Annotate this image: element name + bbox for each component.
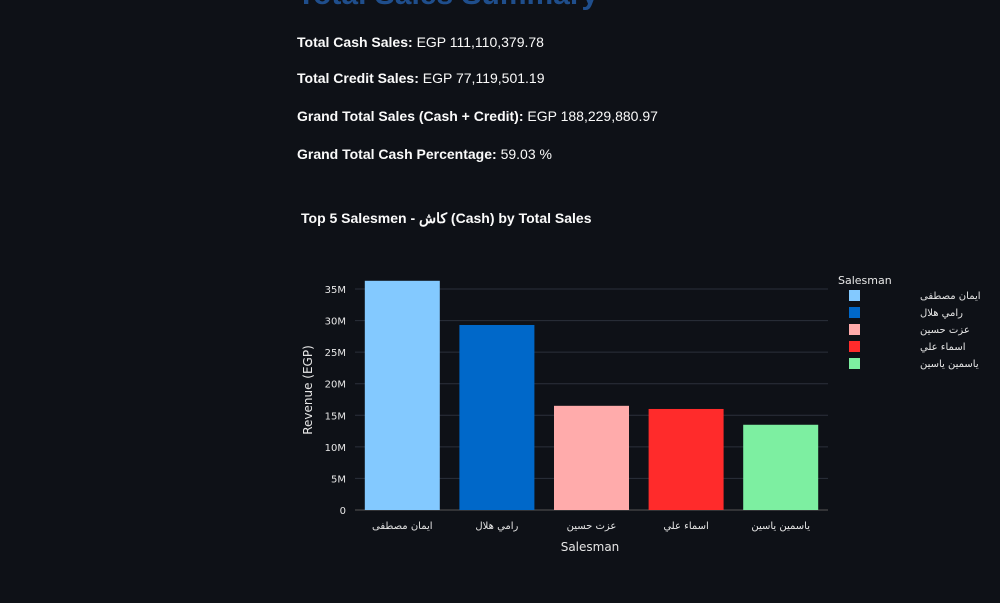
chart-title: Top 5 Salesmen - كاش (Cash) by Total Sal… — [301, 210, 592, 226]
legend-item: ياسمين ياسين — [920, 359, 979, 370]
x-tick-label: اسماء علي — [663, 521, 708, 532]
bar — [743, 424, 819, 510]
stat-label: Total Cash Sales: — [297, 34, 413, 50]
legend-item: رامي هلال — [920, 308, 963, 319]
x-tick-label: ياسمين ياسين — [751, 521, 810, 532]
page-title: Total Sales Summary — [297, 0, 598, 12]
y-tick-label: 10M — [325, 443, 346, 454]
stat-value: EGP 77,119,501.19 — [422, 70, 545, 86]
legend-title: Salesman — [838, 274, 892, 287]
stat-label: Grand Total Sales (Cash + Credit): — [297, 108, 524, 124]
legend-swatch — [849, 290, 860, 301]
bar — [554, 405, 629, 510]
legend-swatch — [849, 324, 860, 335]
cash-percentage: Grand Total Cash Percentage: 59.03 % — [297, 146, 552, 162]
x-tick-label: عزت حسين — [567, 521, 617, 532]
x-tick-label: رامي هلال — [475, 521, 518, 532]
y-tick-label: 30M — [325, 317, 346, 328]
stat-value: EGP 111,110,379.78 — [416, 34, 544, 50]
bar — [648, 408, 724, 510]
y-tick-label: 20M — [325, 380, 346, 391]
total-cash-sales: Total Cash Sales: EGP 111,110,379.78 — [297, 34, 544, 50]
y-tick-label: 15M — [325, 411, 346, 422]
y-tick-label: 5M — [331, 474, 346, 485]
y-tick-label: 25M — [325, 348, 346, 359]
stat-label: Grand Total Cash Percentage: — [297, 146, 497, 162]
stat-value: 59.03 % — [500, 146, 552, 162]
x-axis-label: Salesman — [561, 540, 620, 554]
legend-item: اسماء علي — [920, 342, 965, 353]
legend-swatch — [849, 341, 860, 352]
stat-value: EGP 188,229,880.97 — [527, 108, 658, 124]
y-tick-label: 35M — [325, 285, 346, 296]
legend-item: ايمان مصطفى — [920, 291, 981, 302]
bar — [459, 324, 535, 510]
legend-item: عزت حسين — [920, 325, 970, 336]
legend-swatch — [849, 307, 860, 318]
legend-swatch — [849, 358, 860, 369]
y-axis-label: Revenue (EGP) — [301, 345, 315, 435]
x-tick-label: ايمان مصطفى — [372, 521, 433, 532]
stat-label: Total Credit Sales: — [297, 70, 419, 86]
y-tick-label: 0 — [340, 506, 346, 517]
total-credit-sales: Total Credit Sales: EGP 77,119,501.19 — [297, 70, 544, 86]
grand-total-sales: Grand Total Sales (Cash + Credit): EGP 1… — [297, 108, 658, 124]
bar — [364, 280, 440, 510]
